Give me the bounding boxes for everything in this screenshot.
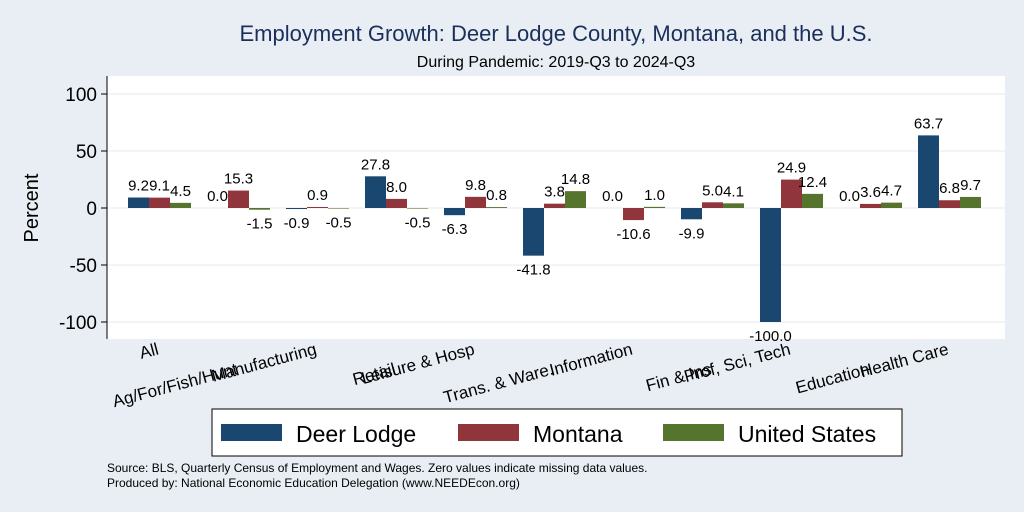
source-note: Source: BLS, Quarterly Census of Employm… — [107, 461, 647, 475]
bar — [523, 208, 544, 256]
legend-items: Deer Lodge Montana United States — [221, 421, 876, 447]
bar — [486, 207, 507, 208]
chart-subtitle: During Pandemic: 2019-Q3 to 2024-Q3 — [417, 54, 695, 71]
y-axis-label: Percent — [21, 173, 43, 242]
data-label: -0.5 — [326, 215, 352, 232]
data-label: 4.7 — [881, 183, 902, 200]
data-label: 0.0 — [602, 188, 623, 205]
legend-label: United States — [738, 421, 876, 447]
data-label: 4.1 — [723, 183, 744, 200]
data-labels: 9.2 9.1 4.5 0.015.3-1.5 -0.90.9-0.527.88.0-0… — [128, 115, 981, 345]
data-label: -10.6 — [616, 226, 650, 243]
bar — [286, 208, 307, 210]
data-label: 63.7 — [914, 115, 943, 132]
data-label: 6.8 — [939, 180, 960, 197]
y-tick-label: -50 — [70, 256, 97, 277]
data-label: -41.8 — [516, 262, 550, 279]
data-label: -1.5 — [247, 216, 273, 233]
category-label: All — [137, 340, 160, 363]
data-label: 14.8 — [561, 171, 590, 188]
data-label: 9.7 — [960, 177, 981, 194]
bar — [760, 208, 781, 322]
bar — [249, 208, 270, 210]
data-label: 4.5 — [170, 183, 191, 200]
bar — [565, 191, 586, 208]
legend-label: Deer Lodge — [296, 421, 416, 447]
bar — [960, 196, 981, 208]
data-label: 0.8 — [486, 187, 507, 204]
bar — [723, 203, 744, 208]
legend-swatch — [221, 424, 282, 441]
bar — [407, 208, 428, 209]
bar — [149, 197, 170, 208]
bar — [170, 202, 191, 208]
data-label: 0.9 — [307, 187, 328, 204]
bar — [681, 208, 702, 220]
y-axis: 100 50 0 -50 -100 — [59, 76, 108, 339]
bar — [465, 196, 486, 208]
data-label: 27.8 — [361, 156, 390, 173]
data-label: 0.0 — [839, 188, 860, 205]
legend-swatch — [458, 424, 519, 441]
legend — [211, 408, 903, 457]
data-label: -0.9 — [284, 215, 310, 232]
bar — [623, 208, 644, 221]
bar — [881, 202, 902, 208]
bar — [365, 176, 386, 208]
y-tick-label: 50 — [76, 142, 97, 163]
data-label: 12.4 — [798, 174, 827, 191]
data-label: 9.1 — [149, 178, 170, 195]
bar — [802, 193, 823, 208]
data-label: 15.3 — [224, 171, 253, 188]
bar — [544, 203, 565, 208]
data-label: -100.0 — [749, 328, 792, 345]
bars — [128, 135, 981, 322]
data-label: -9.9 — [679, 225, 705, 242]
data-label: 24.9 — [777, 160, 806, 177]
chart-title: Employment Growth: Deer Lodge County, Mo… — [239, 21, 872, 46]
y-tick-label: 0 — [86, 199, 97, 220]
bar — [644, 206, 665, 208]
bar — [918, 135, 939, 208]
bar — [128, 197, 149, 208]
data-label: 0.0 — [207, 188, 228, 205]
bar — [444, 208, 465, 216]
bar — [702, 202, 723, 208]
data-label: 8.0 — [386, 179, 407, 196]
y-tick-label: 100 — [65, 85, 97, 106]
legend-swatch — [663, 424, 724, 441]
produced-by-note: Produced by: National Economic Education… — [107, 476, 520, 490]
data-label: 1.0 — [644, 187, 665, 204]
y-tick-label: -100 — [59, 313, 97, 334]
bar — [386, 198, 407, 208]
data-label: 5.0 — [702, 182, 723, 199]
data-label: 3.6 — [860, 184, 881, 201]
legend-label: Montana — [533, 421, 623, 447]
bar — [328, 208, 349, 209]
data-label: 3.8 — [544, 184, 565, 201]
data-label: -6.3 — [442, 221, 468, 238]
bar — [939, 200, 960, 208]
data-label: -0.5 — [405, 215, 431, 232]
bar — [860, 203, 881, 208]
bar — [781, 179, 802, 208]
data-label: 9.8 — [465, 177, 486, 194]
bar — [307, 206, 328, 208]
data-label: 9.2 — [128, 178, 149, 195]
bar — [228, 190, 249, 208]
